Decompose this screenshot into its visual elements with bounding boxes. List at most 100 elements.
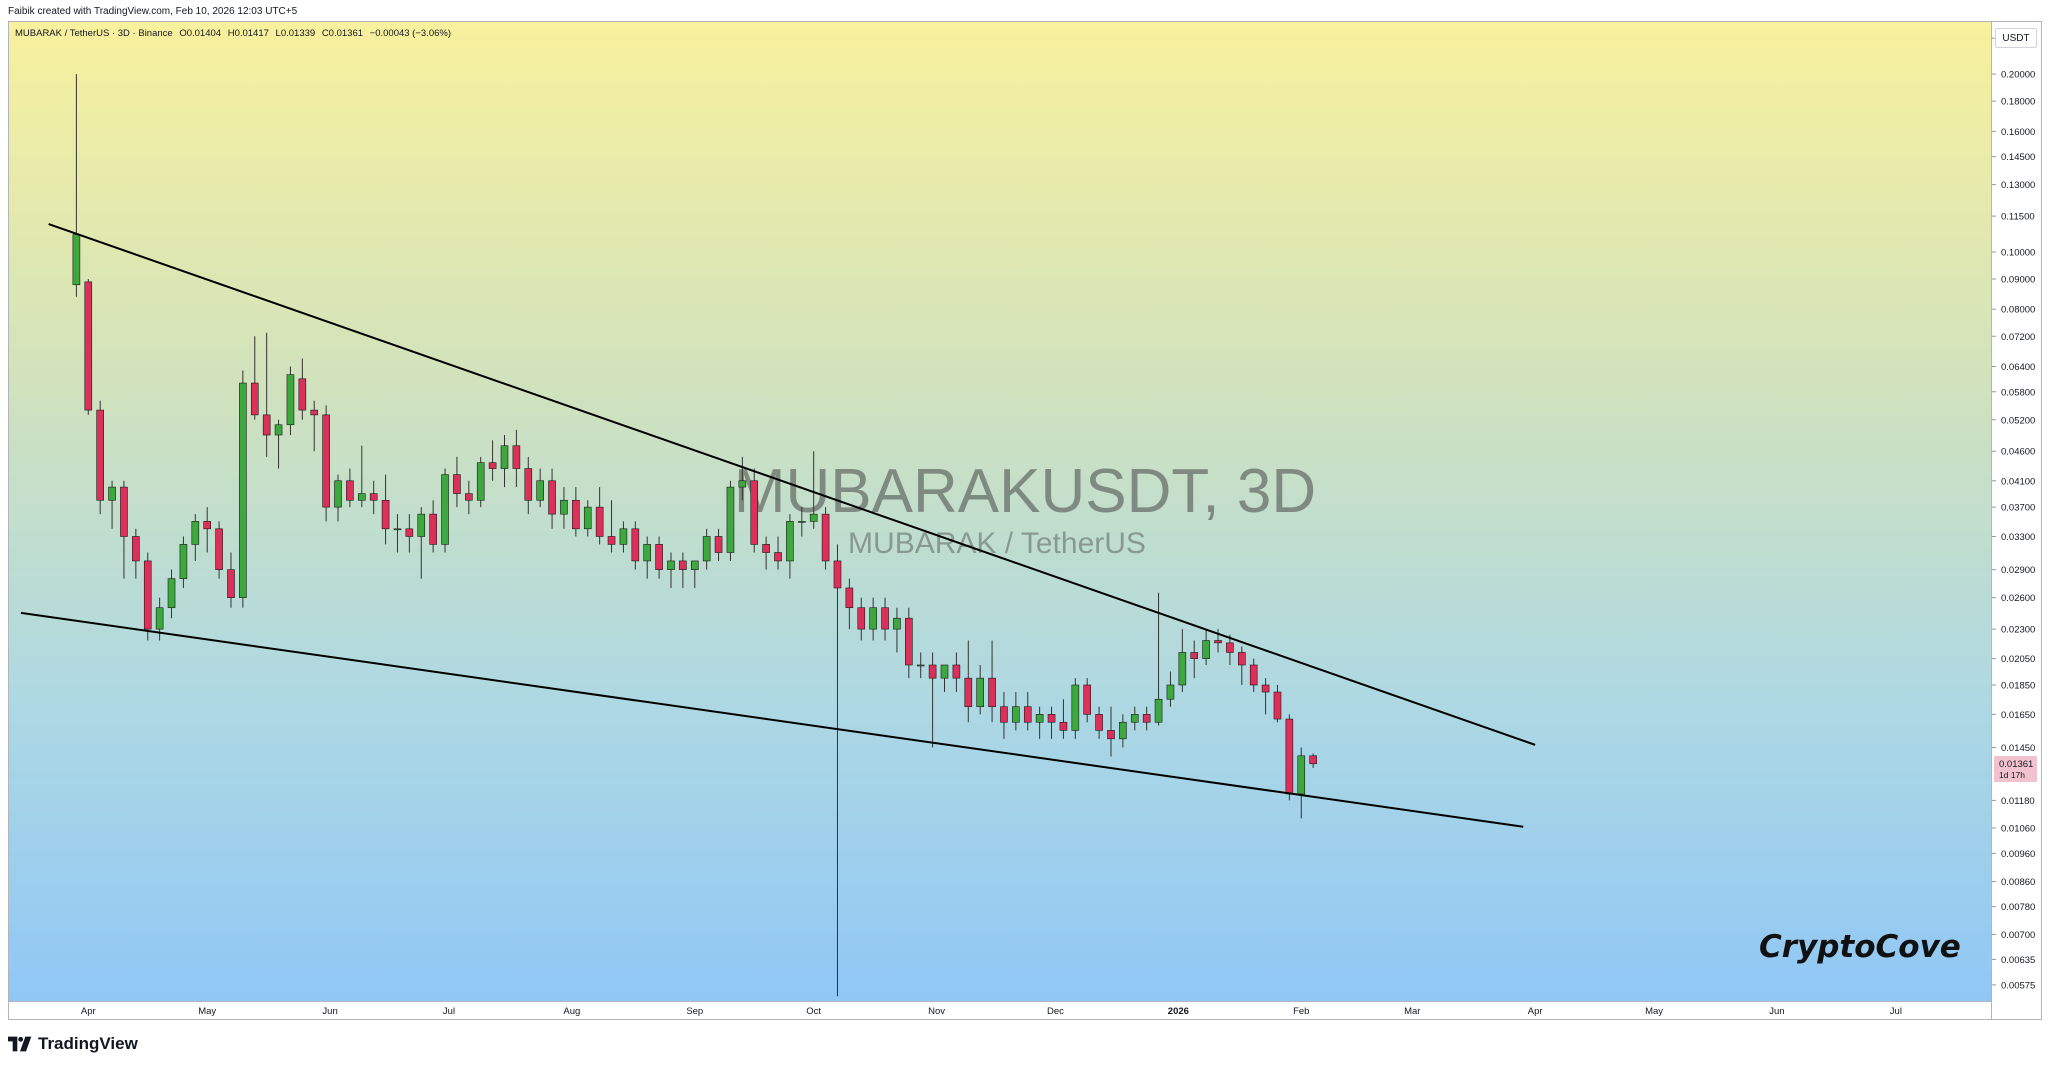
price-tick-label: 0.07200	[2001, 332, 2035, 343]
candle-body	[690, 560, 699, 570]
trendlines-layer[interactable]	[20, 223, 1536, 828]
tradingview-brand[interactable]: TradingView	[8, 1034, 138, 1054]
candle-body	[1202, 640, 1210, 659]
candle-2025-08-14	[619, 521, 628, 553]
candle-2025-12-06	[1071, 678, 1080, 739]
price-tick-label: 0.01450	[2001, 743, 2035, 754]
tradingview-logo-icon	[8, 1036, 32, 1052]
candle-2025-05-19	[274, 419, 283, 469]
currency-button[interactable]: USDT	[1995, 28, 2037, 48]
candle-body	[655, 544, 663, 570]
candle-2025-04-28	[191, 514, 200, 561]
legend-symbol[interactable]: MUBARAK / TetherUS · 3D · Binance	[15, 28, 173, 39]
price-axis-ticks[interactable]: 0.230000.200000.180000.160000.145000.130…	[1992, 34, 2035, 992]
price-tick-label: 0.00780	[2001, 902, 2035, 913]
price-tick-label: 0.14500	[2001, 152, 2035, 163]
price-tick-label: 0.00635	[2001, 955, 2035, 966]
time-tick-label: Jun	[1769, 1006, 1784, 1017]
candle-body	[1226, 642, 1234, 653]
legend-high: H0.01417	[227, 28, 269, 39]
candle-body	[453, 474, 461, 494]
candle-2026-02-04	[1309, 753, 1317, 768]
candle-body	[1261, 684, 1270, 693]
candle-2025-05-28	[310, 400, 319, 452]
candle-2025-06-03	[334, 474, 342, 522]
candle-body	[167, 578, 176, 609]
candle-body	[905, 617, 913, 666]
candle-2025-11-18	[1000, 692, 1008, 739]
candle-body	[334, 480, 342, 508]
candle-2025-10-01	[809, 451, 818, 529]
candle-body	[1249, 664, 1258, 686]
candle-body	[667, 560, 675, 570]
candle-2025-07-03	[453, 456, 461, 508]
candlestick-chart[interactable]: MUBARAKUSDT, 3D MUBARAK / TetherUS 0.230…	[9, 22, 2041, 1019]
candle-body	[916, 664, 925, 667]
price-tick-label: 0.00700	[2001, 930, 2035, 941]
candle-body	[215, 528, 223, 570]
time-tick-label: Mar	[1404, 1006, 1420, 1017]
candle-2025-06-15	[381, 474, 390, 545]
candle-body	[1095, 714, 1103, 731]
price-tick-label: 0.11500	[2001, 212, 2035, 223]
candle-body	[1023, 706, 1032, 723]
tradingview-wordmark: TradingView	[38, 1034, 138, 1053]
candle-body	[227, 569, 235, 598]
candle-body	[940, 664, 949, 679]
candle-body	[869, 607, 877, 630]
candle-body	[1142, 714, 1151, 723]
candle-body	[536, 480, 544, 501]
candle-2026-01-23	[1261, 678, 1270, 715]
candle-2025-10-19	[881, 597, 889, 641]
legend-open: O0.01404	[179, 28, 222, 39]
candle-2025-12-24	[1142, 706, 1151, 731]
time-tick-label: May	[198, 1006, 216, 1017]
candle-body	[631, 528, 640, 562]
candle-2025-12-15	[1107, 706, 1115, 757]
candle-2025-05-07	[227, 552, 235, 608]
candle-body	[774, 552, 782, 562]
candle-2025-09-28	[797, 507, 806, 537]
candle-2025-12-30	[1166, 671, 1175, 707]
candle-body	[346, 480, 354, 501]
time-axis-ticks[interactable]: Apr May Jun Jul Aug Sep Oct Nov Dec 2026 Feb Mar Apr…	[81, 1006, 1902, 1017]
price-tick-label: 0.04600	[2001, 447, 2035, 458]
candle-body	[1190, 652, 1199, 659]
candle-body	[928, 664, 937, 679]
candle-body	[762, 544, 770, 553]
candle-2025-11-21	[1012, 692, 1020, 731]
time-tick-label: 2026	[1168, 1006, 1189, 1017]
last-price-value: 0.01361	[1999, 759, 2033, 770]
candle-2025-12-21	[1130, 706, 1139, 731]
price-tick-label: 0.05800	[2001, 387, 2035, 398]
candle-2025-07-24	[536, 468, 544, 508]
time-tick-label: Apr	[1528, 1006, 1543, 1017]
candle-body	[845, 587, 854, 609]
candle-body	[191, 521, 200, 545]
candle-2025-09-10	[726, 480, 735, 561]
candle-2025-10-22	[893, 607, 901, 653]
candle-2025-06-12	[369, 480, 378, 515]
candle-2025-08-17	[631, 521, 640, 570]
candle-body	[1107, 730, 1115, 740]
candle-body	[595, 506, 604, 537]
candles-layer	[72, 74, 1317, 997]
candle-2025-04-04	[96, 400, 104, 515]
candle-body	[524, 468, 533, 501]
chart-credit-line: Faibik created with TradingView.com, Feb…	[8, 6, 298, 17]
candle-2025-11-27	[1035, 706, 1044, 739]
candle-2025-06-30	[441, 468, 449, 553]
candle-body	[274, 424, 283, 436]
candle-body	[476, 462, 485, 501]
symbol-legend[interactable]: MUBARAK / TetherUS · 3D · Binance O0.014…	[15, 28, 451, 39]
candle-2025-09-01	[690, 560, 699, 588]
chart-pane[interactable]: MUBARAKUSDT, 3D MUBARAK / TetherUS 0.230…	[8, 21, 2042, 1020]
candle-2025-05-10	[239, 370, 247, 608]
candle-body	[1012, 706, 1020, 723]
candle-2025-09-07	[714, 528, 723, 561]
trendline-upper[interactable]	[48, 223, 1536, 746]
candle-2025-10-31	[928, 652, 937, 748]
candle-body	[619, 528, 628, 545]
trendline-lower[interactable]	[20, 611, 1524, 828]
time-tick-label: Jul	[443, 1006, 455, 1017]
